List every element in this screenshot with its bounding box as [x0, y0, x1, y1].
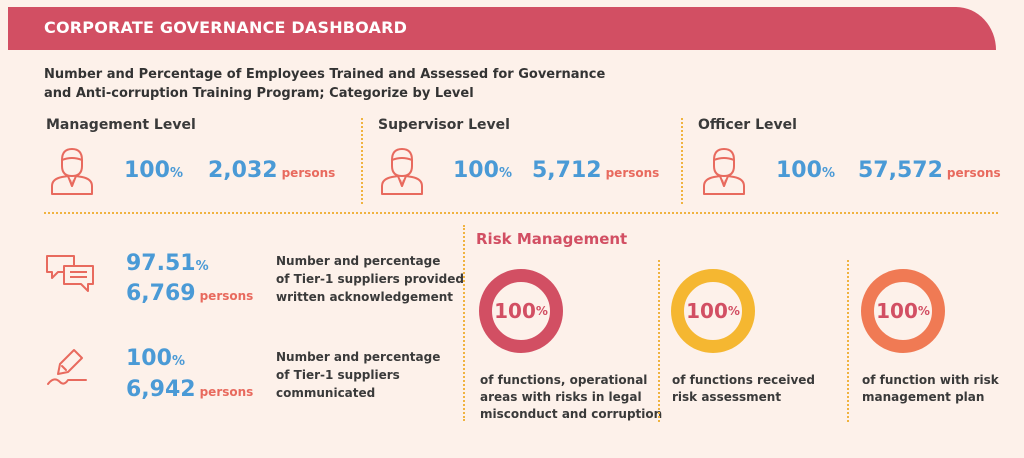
- officer-percent: 100%: [776, 158, 835, 183]
- dashboard-title: CORPORATE GOVERNANCE DASHBOARD: [44, 18, 408, 37]
- management-unit: persons: [281, 166, 336, 180]
- supplier-ack-description: Number and percentage of Tier-1 supplier…: [276, 254, 464, 304]
- supervisor-level-title: Supervisor Level: [378, 117, 510, 133]
- supplier-ack-count: 6,769 persons: [126, 281, 254, 306]
- supervisor-percent: 100%: [453, 158, 512, 183]
- officer-count: 57,572 persons: [858, 158, 1001, 183]
- divider-vertical-4: [658, 260, 660, 422]
- subtitle-line-1: Number and Percentage of Employees Train…: [44, 67, 606, 82]
- risk-ring-3: 100%: [861, 269, 945, 353]
- supplier-comm-unit: persons: [199, 385, 254, 399]
- risk-ring-2: 100%: [671, 269, 755, 353]
- supplier-comm-count: 6,942 persons: [126, 377, 254, 402]
- divider-vertical-3: [463, 225, 465, 421]
- supervisor-unit: persons: [605, 166, 660, 180]
- management-count: 2,032 persons: [208, 158, 336, 183]
- risk-management-title: Risk Management: [476, 230, 628, 248]
- person-icon: [51, 148, 93, 195]
- risk-desc-2: of functions received risk assessment: [672, 373, 815, 404]
- supplier-ack-percent: 97.51%: [126, 251, 209, 276]
- officer-unit: persons: [946, 166, 1001, 180]
- management-percent: 100%: [124, 158, 183, 183]
- supervisor-count: 5,712 persons: [532, 158, 660, 183]
- divider-horizontal: [44, 212, 998, 214]
- officer-level-title: Officer Level: [698, 117, 797, 133]
- page-subtitle: Number and Percentage of Employees Train…: [44, 65, 644, 103]
- person-icon: [381, 148, 423, 195]
- dashboard-header: CORPORATE GOVERNANCE DASHBOARD: [8, 7, 996, 50]
- supplier-comm-percent: 100%: [126, 346, 185, 371]
- risk-desc-3: of function with risk management plan: [862, 373, 999, 404]
- divider-vertical-5: [847, 260, 849, 422]
- pen-signature-icon: [47, 349, 87, 385]
- supplier-ack-unit: persons: [199, 289, 254, 303]
- divider-vertical-1: [361, 118, 363, 204]
- chat-bubbles-icon: [46, 255, 94, 292]
- supplier-comm-description: Number and percentage of Tier-1 supplier…: [276, 350, 441, 400]
- management-level-title: Management Level: [46, 117, 196, 133]
- risk-ring-1: 100%: [479, 269, 563, 353]
- person-icon: [703, 148, 745, 195]
- risk-desc-1: of functions, operational areas with ris…: [480, 373, 663, 421]
- divider-vertical-2: [681, 118, 683, 204]
- subtitle-line-2: and Anti-corruption Training Program; Ca…: [44, 86, 474, 101]
